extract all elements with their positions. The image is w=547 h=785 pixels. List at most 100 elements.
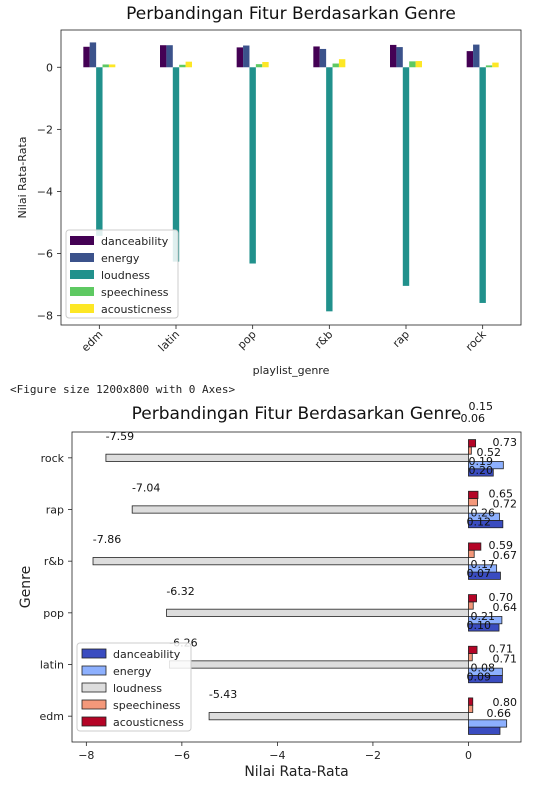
bar-energy-pop xyxy=(468,616,503,625)
bar-danceability-pop xyxy=(468,623,500,632)
bar-speechiness-r-b xyxy=(468,549,475,558)
data-label-pop: 0.70 xyxy=(488,591,513,604)
bar-loudness-rap xyxy=(402,67,410,286)
x-tick-label-edm: edm xyxy=(79,328,105,354)
bar-energy-rock xyxy=(473,44,480,68)
legend-label-danceability: danceability xyxy=(101,235,169,248)
data-label-loudness-pop: -6.32 xyxy=(166,585,194,598)
x-tick-label-latin: latin xyxy=(156,328,182,354)
data-label-rap: 0.65 xyxy=(488,488,513,501)
bar-acousticness-latin xyxy=(185,61,192,68)
data-label-latin: 0.09 xyxy=(466,671,491,684)
bar-acousticness-rap xyxy=(415,61,422,68)
bar-danceability-edm xyxy=(83,46,90,68)
legend-label-energy: energy xyxy=(113,665,152,678)
data-label-pop: 0.21 xyxy=(470,610,495,623)
data-label-edm: 0.80 xyxy=(492,696,517,709)
legend: danceability energy loudness speechiness aco… xyxy=(76,642,192,732)
legend-swatch-speechiness xyxy=(70,287,94,296)
data-label-r-b: 0.59 xyxy=(488,539,513,552)
data-label-rock: 0.06 xyxy=(460,412,485,425)
bar-danceability-pop xyxy=(236,47,244,68)
legend-swatch-danceability xyxy=(70,236,94,245)
data-label-pop: 0.64 xyxy=(492,601,517,614)
bar-speechiness-edm xyxy=(102,64,109,68)
bar-acousticness-edm xyxy=(468,697,474,706)
data-label-rock: 0.52 xyxy=(476,446,501,459)
bar-energy-pop xyxy=(243,45,250,68)
bar-energy-edm xyxy=(468,719,508,728)
data-label-pop: 0.10 xyxy=(466,619,491,632)
bar-speechiness-latin xyxy=(179,64,186,68)
data-label-r-b: 0.67 xyxy=(492,549,517,562)
bar-acousticness-pop xyxy=(262,61,269,68)
y-tick-label-rap: rap xyxy=(46,504,64,517)
bar-loudness-latin xyxy=(172,67,180,262)
x-tick-label: −6 xyxy=(174,749,190,762)
data-label-rap: 0.26 xyxy=(470,507,495,520)
legend-swatch-acousticness xyxy=(81,716,107,727)
legend-label-speechiness: speechiness xyxy=(113,699,181,712)
data-label-rock: 0.20 xyxy=(468,464,493,477)
legend-swatch-energy xyxy=(81,665,107,676)
chart-title: Perbandingan Fitur Berdasarkan Genre xyxy=(126,4,456,24)
bar-loudness-r-b xyxy=(92,557,469,566)
y-tick-label-pop: pop xyxy=(43,607,64,620)
y-tick-label: 0 xyxy=(46,61,53,74)
y-tick-label: −6 xyxy=(37,248,53,261)
bar-loudness-pop xyxy=(249,67,256,264)
legend: danceability energy loudness speechiness aco… xyxy=(65,229,179,319)
bar-energy-latin xyxy=(468,667,503,676)
bar-energy-edm xyxy=(89,42,97,68)
bar-loudness-latin xyxy=(169,660,469,669)
x-tick-label-pop: pop xyxy=(235,328,259,352)
legend-swatch-danceability xyxy=(81,648,107,659)
y-axis-label: Genre xyxy=(18,566,34,608)
figure-size-caption: <Figure size 1200x800 with 0 Axes> xyxy=(10,383,236,396)
bar-speechiness-rock xyxy=(468,446,472,455)
bar-loudness-pop xyxy=(166,608,469,617)
x-axis-label: Nilai Rata-Rata xyxy=(244,764,348,780)
bar-acousticness-edm xyxy=(108,64,116,68)
y-axis-label: Nilai Rata-Rata xyxy=(16,137,29,219)
bar-speechiness-rap xyxy=(468,498,478,507)
legend-swatch-speechiness xyxy=(81,699,107,710)
bar-speechiness-r-b xyxy=(332,63,339,68)
y-tick-label: −2 xyxy=(37,123,53,136)
y-tick-label-rock: rock xyxy=(41,452,65,465)
legend-label-acousticness: acousticness xyxy=(113,716,184,729)
legend-swatch-loudness xyxy=(70,270,94,279)
bar-loudness-edm xyxy=(208,712,469,721)
y-tick-label: −8 xyxy=(37,310,53,323)
x-tick-label: −2 xyxy=(365,749,381,762)
bar-acousticness-rap xyxy=(468,490,479,499)
legend-box xyxy=(76,642,192,732)
data-label-rock: 0.15 xyxy=(468,400,493,413)
bar-danceability-edm xyxy=(468,726,501,735)
bar-loudness-rap xyxy=(131,505,469,514)
bar-acousticness-rock xyxy=(492,62,499,68)
data-label-latin: 0.71 xyxy=(488,643,513,656)
bar-energy-rap xyxy=(468,512,500,521)
chart-title: Perbandingan Fitur Berdasarkan Genre xyxy=(132,404,462,424)
bar-acousticness-r-b xyxy=(468,542,482,551)
legend-label-speechiness: speechiness xyxy=(101,286,169,299)
legend-label-loudness: loudness xyxy=(101,269,150,282)
data-label-edm: 0.66 xyxy=(486,707,511,720)
legend-label-danceability: danceability xyxy=(113,648,181,661)
data-label-rock: 0.73 xyxy=(492,436,517,449)
y-tick-label-edm: edm xyxy=(40,710,64,723)
data-label-loudness-r-b: -7.86 xyxy=(93,533,121,546)
bar-speechiness-rock xyxy=(485,65,493,68)
x-axis-label: playlist_genre xyxy=(253,364,330,377)
bar-speechiness-edm xyxy=(468,704,474,713)
bar-danceability-rock xyxy=(466,51,474,68)
x-tick-label-rap: rap xyxy=(390,328,412,350)
x-tick-label: −4 xyxy=(269,749,285,762)
bar-speechiness-pop xyxy=(255,64,263,68)
y-tick-label: −4 xyxy=(37,185,53,198)
bar-energy-latin xyxy=(166,45,173,68)
data-label-loudness-rap: -7.04 xyxy=(132,482,160,495)
x-tick-label: −8 xyxy=(78,749,94,762)
bar-speechiness-rap xyxy=(409,61,416,68)
